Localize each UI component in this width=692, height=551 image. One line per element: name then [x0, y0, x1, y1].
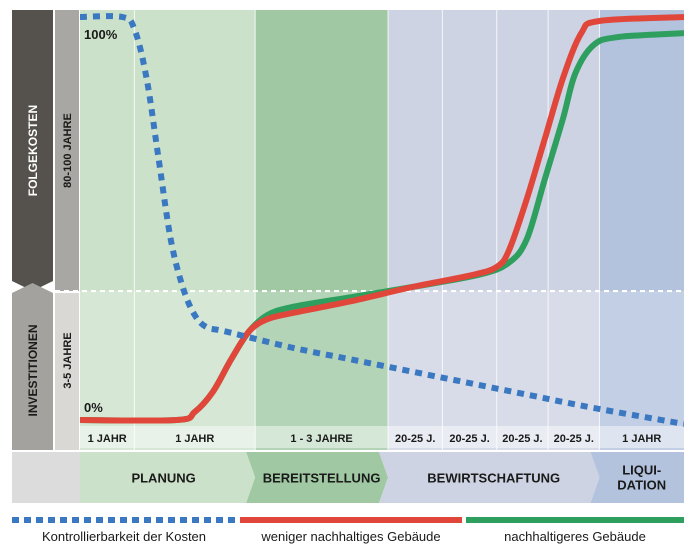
folgekosten-bar [12, 10, 53, 292]
series-line-kontrollierbarkeit [80, 13, 684, 427]
duration-tick-label: 20-25 J. [395, 433, 435, 445]
investitionen-duration: 3-5 JAHRE [62, 332, 74, 388]
phase-bg-lower [599, 291, 684, 450]
phase-label: BEWIRTSCHAFTUNG [427, 471, 560, 486]
investitionen-bar [12, 283, 53, 450]
label-100-percent: 100% [84, 27, 118, 42]
duration-tick-label: 1 JAHR [622, 433, 661, 445]
folgekosten-sub-bar [55, 10, 79, 292]
label-0-percent: 0% [84, 400, 103, 415]
duration-tick-label: 1 - 3 JAHRE [290, 433, 352, 445]
phase-label: PLANUNG [131, 471, 195, 486]
phase-label: BEREITSTELLUNG [263, 471, 381, 486]
legend-label: weniger nachhaltiges Gebäude [260, 529, 440, 544]
phase-bg-upper [599, 10, 684, 292]
series-line-weniger-nachhaltig [80, 14, 684, 424]
legend-label: nachhaltigeres Gebäude [504, 529, 646, 544]
phase-bg-upper [388, 10, 600, 292]
duration-band [80, 426, 684, 448]
investitionen-label: INVESTITIONEN [26, 325, 40, 417]
phase-arrow [80, 452, 256, 503]
phase-arrow [379, 452, 600, 503]
investitionen-sub-bar [55, 293, 79, 450]
phase-arrow [246, 452, 389, 503]
duration-tick-label: 20-25 J. [449, 433, 489, 445]
phase-label: LIQUI-DATION [617, 463, 666, 493]
duration-tick-label: 1 JAHR [175, 433, 214, 445]
phase-band-spacer [12, 452, 80, 503]
folgekosten-duration: 80-100 JAHRE [62, 113, 74, 188]
duration-tick-label: 1 JAHR [88, 433, 127, 445]
legend-label: Kontrollierbarkeit der Kosten [42, 529, 206, 544]
folgekosten-label: FOLGEKOSTEN [26, 105, 40, 196]
phase-bg-upper [255, 10, 389, 292]
phase-bg-lower [388, 291, 600, 450]
duration-tick-label: 20-25 J. [502, 433, 542, 445]
phase-bg-upper [80, 10, 256, 292]
duration-tick-label: 20-25 J. [554, 433, 594, 445]
phase-arrow [590, 452, 684, 503]
